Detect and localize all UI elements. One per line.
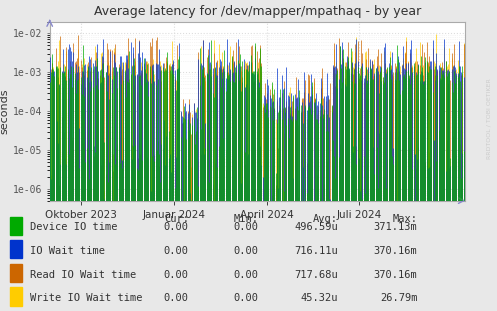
Text: 370.16m: 370.16m: [374, 270, 417, 280]
Text: 716.11u: 716.11u: [294, 246, 338, 256]
Text: 717.68u: 717.68u: [294, 270, 338, 280]
Text: 0.00: 0.00: [234, 246, 258, 256]
Bar: [10, 240, 22, 258]
Text: Avg:: Avg:: [313, 215, 338, 225]
Y-axis label: seconds: seconds: [0, 88, 10, 134]
Text: Device IO time: Device IO time: [30, 222, 117, 232]
Text: 370.16m: 370.16m: [374, 246, 417, 256]
Title: Average latency for /dev/mapper/mpathaq - by year: Average latency for /dev/mapper/mpathaq …: [93, 5, 421, 18]
Text: 0.00: 0.00: [164, 270, 189, 280]
Text: 0.00: 0.00: [164, 222, 189, 232]
Bar: [10, 216, 22, 235]
Text: 26.79m: 26.79m: [380, 293, 417, 303]
Text: 0.00: 0.00: [164, 293, 189, 303]
Text: 0.00: 0.00: [164, 246, 189, 256]
Text: Cur:: Cur:: [164, 215, 189, 225]
Bar: [10, 264, 22, 282]
Text: Read IO Wait time: Read IO Wait time: [30, 270, 136, 280]
Text: IO Wait time: IO Wait time: [30, 246, 105, 256]
Text: Min:: Min:: [234, 215, 258, 225]
Text: 45.32u: 45.32u: [301, 293, 338, 303]
Text: 371.13m: 371.13m: [374, 222, 417, 232]
Text: Write IO Wait time: Write IO Wait time: [30, 293, 142, 303]
Bar: [10, 287, 22, 306]
Text: 0.00: 0.00: [234, 293, 258, 303]
Text: Max:: Max:: [393, 215, 417, 225]
Text: RRDTOOL / TOBI OETIKER: RRDTOOL / TOBI OETIKER: [486, 78, 491, 159]
Text: 0.00: 0.00: [234, 270, 258, 280]
Text: 496.59u: 496.59u: [294, 222, 338, 232]
Text: 0.00: 0.00: [234, 222, 258, 232]
